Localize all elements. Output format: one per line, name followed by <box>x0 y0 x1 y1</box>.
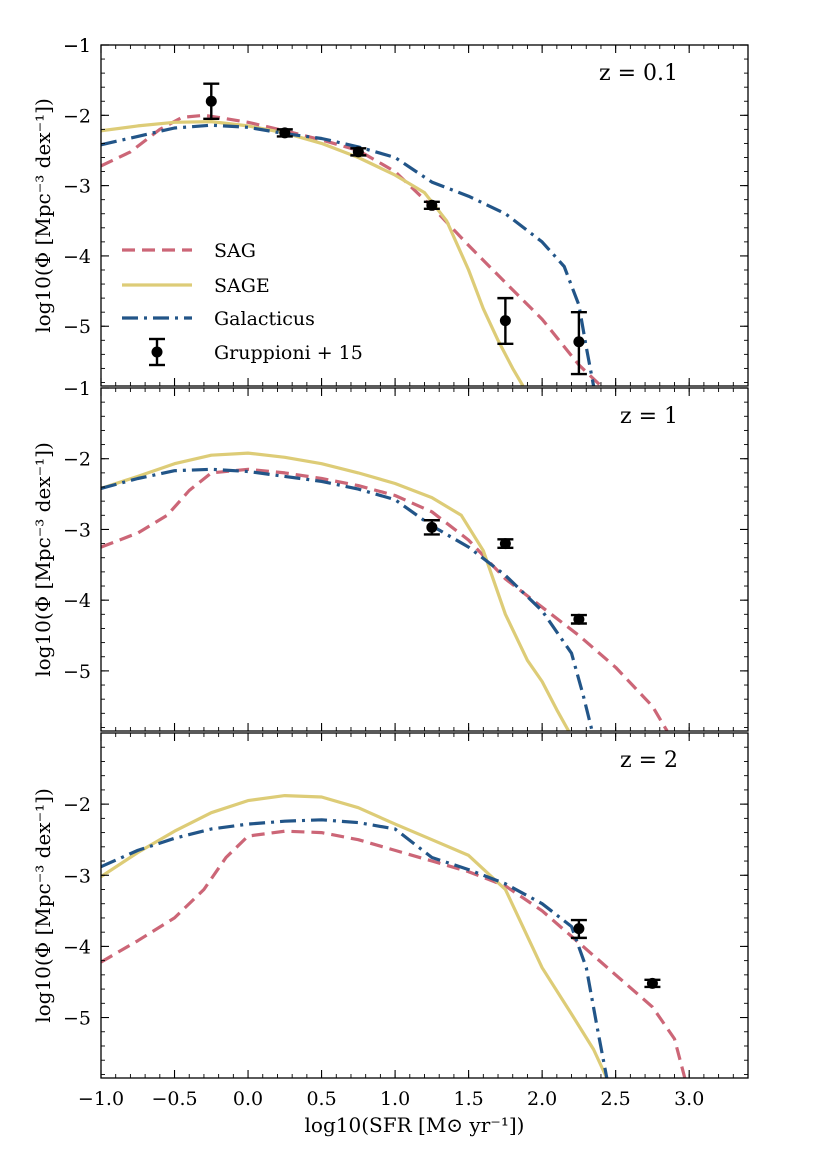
x-tick-label: 2.5 <box>601 1088 631 1110</box>
series-line-sage <box>101 120 525 386</box>
observations <box>203 82 587 376</box>
data-marker <box>499 315 511 327</box>
x-tick-label: −1.0 <box>78 1088 124 1110</box>
legend-item-galacticus: Galacticus <box>122 308 315 330</box>
y-tick-label: −2 <box>63 449 91 471</box>
panel-3: −2 −3 −4 −5 log10(Φ [Mpc⁻³ dex⁻¹]) z = 2 <box>31 732 749 1079</box>
panel-frame <box>100 387 749 732</box>
legend-label: SAGE <box>214 275 270 297</box>
y-tick-label: −2 <box>63 105 91 127</box>
data-point <box>350 146 367 158</box>
data-point <box>497 296 514 346</box>
panel-frame <box>100 44 749 387</box>
panel-2: −2 −3 −4 −5 −1 log10(Φ [Mpc⁻³ dex⁻¹]) z = 1 <box>31 378 749 732</box>
x-tick-label: 2.0 <box>527 1088 557 1110</box>
legend-item-sag: SAG <box>122 240 256 262</box>
series-line-sag <box>101 467 669 731</box>
y-tick-label: −3 <box>63 865 91 887</box>
series-line-sage <box>101 794 609 1078</box>
y-tick-label: −4 <box>63 246 91 268</box>
observations <box>570 918 661 989</box>
series-line-sage <box>101 451 570 731</box>
series-line-sag <box>101 829 687 1078</box>
y-tick-label: −1 <box>63 35 91 57</box>
data-point <box>423 199 440 211</box>
y-tick-label: −3 <box>63 176 91 198</box>
x-tick-label: 3.0 <box>674 1088 704 1110</box>
legend-item-obs: Gruppioni + 15 <box>149 337 363 367</box>
legend-marker <box>151 346 163 358</box>
series-line-galacticus <box>101 818 609 1078</box>
panel-label: z = 2 <box>620 748 678 773</box>
data-marker <box>573 613 585 625</box>
data-marker <box>573 336 585 348</box>
y-tick-label: −2 <box>63 794 91 816</box>
x-axis-title: log10(SFR [M⊙ yr⁻¹]) <box>305 1113 525 1137</box>
y-axis-title: log10(Φ [Mpc⁻³ dex⁻¹]) <box>31 788 55 1023</box>
y-tick-label: −5 <box>63 316 91 338</box>
panel-label: z = 1 <box>620 404 678 429</box>
legend-label: SAG <box>214 240 256 262</box>
data-marker <box>279 127 291 139</box>
data-marker <box>205 95 217 107</box>
data-marker <box>499 538 511 550</box>
observations <box>423 519 587 625</box>
data-point <box>497 538 514 550</box>
data-point <box>203 82 220 121</box>
y-tick-label: −3 <box>63 519 91 541</box>
y-tick-label: −4 <box>63 936 91 958</box>
data-marker <box>352 146 364 158</box>
y-tick-label: −1 <box>63 35 91 57</box>
data-point <box>570 918 587 940</box>
data-marker <box>646 977 658 989</box>
y-tick-label: −4 <box>63 590 91 612</box>
data-point <box>570 310 587 376</box>
data-point <box>423 519 440 536</box>
legend-label: Galacticus <box>214 308 315 330</box>
legend-item-sage: SAGE <box>122 275 270 297</box>
data-point <box>276 127 293 139</box>
data-marker <box>426 521 438 533</box>
series-line-galacticus <box>101 123 596 386</box>
series-line-galacticus <box>101 467 594 731</box>
data-marker <box>573 923 585 935</box>
data-point <box>570 613 587 625</box>
data-marker <box>426 199 438 211</box>
series-group <box>101 451 669 731</box>
legend: SAG SAGE Galacticus Gruppioni + 15 <box>122 240 363 367</box>
y-tick-label: −5 <box>63 1008 91 1030</box>
y-tick-label: −1 <box>63 378 91 400</box>
data-point <box>644 977 661 989</box>
panel-frame <box>100 732 749 1079</box>
x-tick-label: 1.5 <box>454 1088 484 1110</box>
x-tick-label: 1.0 <box>380 1088 410 1110</box>
y-axis-title: log10(Φ [Mpc⁻³ dex⁻¹]) <box>31 442 55 677</box>
series-group <box>101 794 687 1078</box>
y-tick-label: −5 <box>63 661 91 683</box>
x-tick-label: 0.0 <box>233 1088 263 1110</box>
panel-label: z = 0.1 <box>599 61 678 86</box>
series-group <box>101 113 603 386</box>
x-tick-label: 0.5 <box>306 1088 336 1110</box>
y-axis-title: log10(Φ [Mpc⁻³ dex⁻¹]) <box>31 98 55 333</box>
x-tick-label: −0.5 <box>151 1088 197 1110</box>
legend-label: Gruppioni + 15 <box>214 342 363 364</box>
plot-root: −1 −2 −3 −4 −5 −1 log10(Φ [Mpc⁻³ dex⁻¹]) z = 0.… <box>31 35 749 1137</box>
